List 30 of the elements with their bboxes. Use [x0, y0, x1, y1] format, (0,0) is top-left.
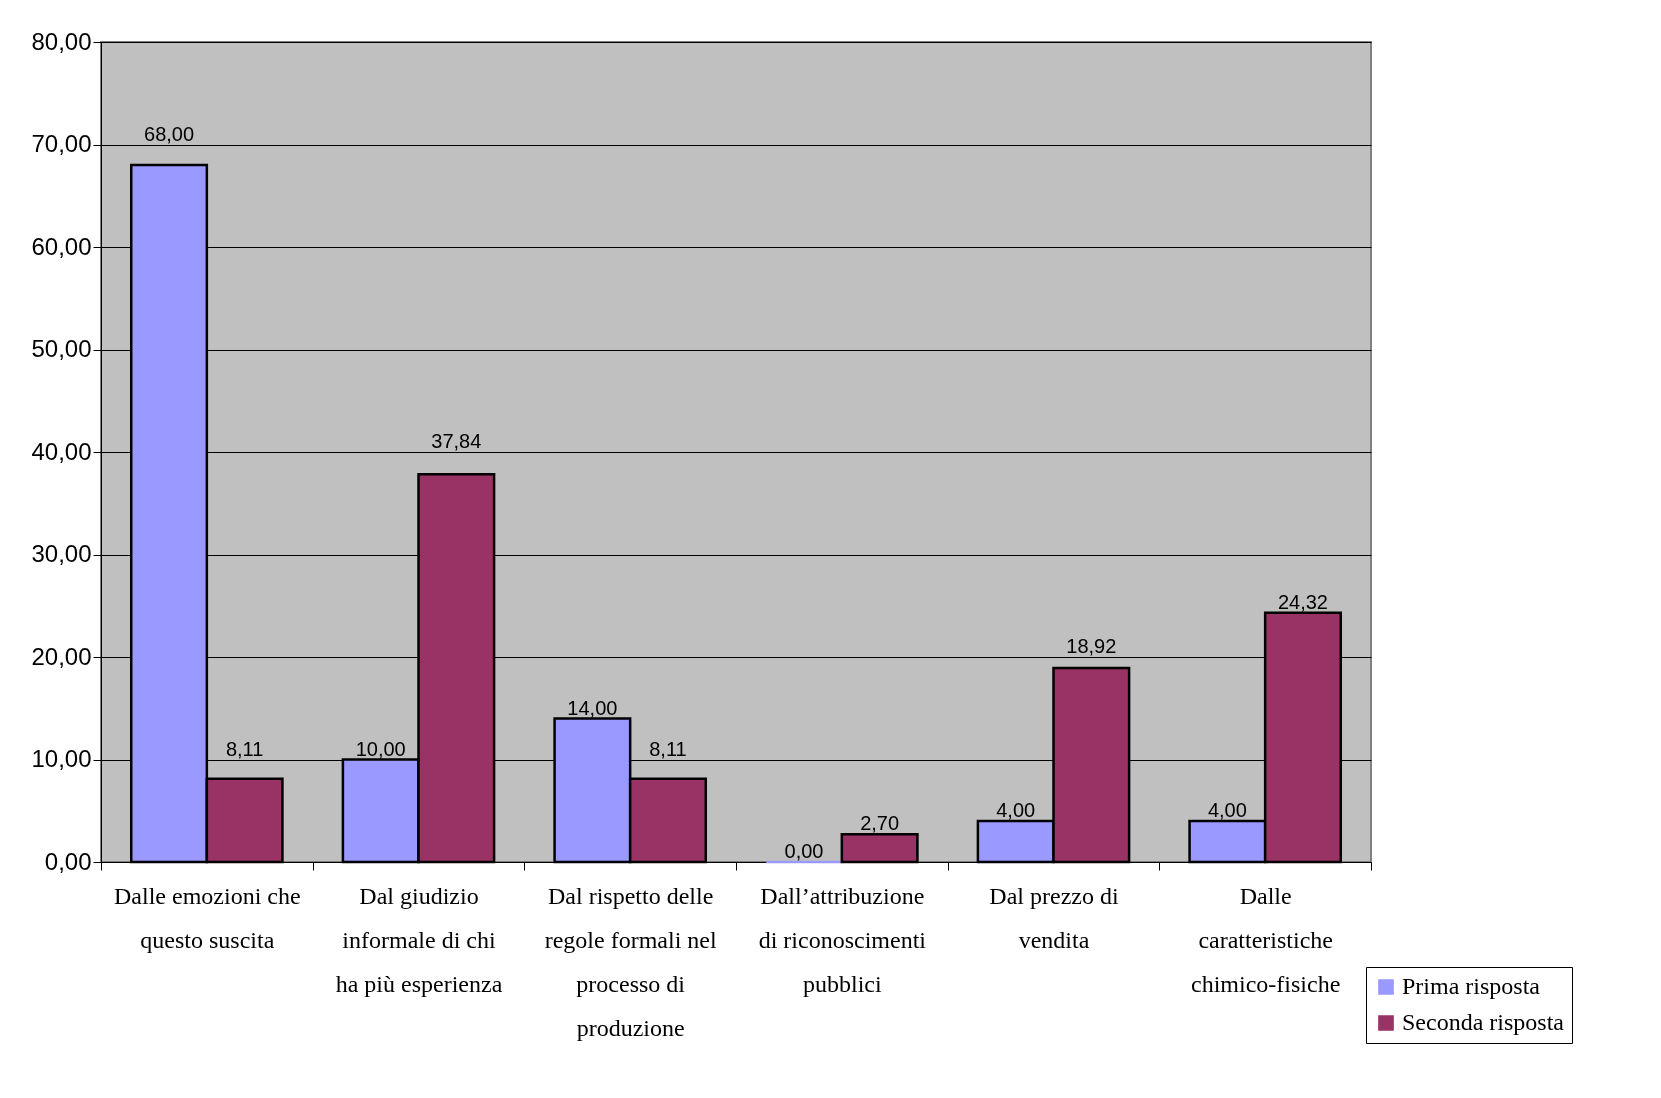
- x-tick-label: Dall’attribuzione di riconoscimenti pubblici: [758, 882, 927, 997]
- data-label: 14,00: [567, 696, 618, 719]
- data-label: 10,00: [355, 737, 406, 760]
- bar: [840, 833, 919, 864]
- data-label: 68,00: [144, 122, 195, 145]
- y-tick-label: 80,00: [31, 27, 92, 55]
- data-label: 24,32: [1277, 590, 1328, 613]
- data-label: 0,00: [784, 840, 824, 862]
- legend-label: Prima risposta: [1402, 973, 1541, 999]
- y-tick-label: 20,00: [31, 642, 92, 670]
- x-tick-label: Dal rispetto delle regole formali nel processo di produzione: [544, 882, 717, 1041]
- x-tick-label: Dal prezzo di vendita: [989, 882, 1119, 953]
- y-tick-label: 0,00: [44, 847, 92, 875]
- legend-label: Seconda risposta: [1402, 1009, 1565, 1035]
- y-tick-label: 70,00: [31, 130, 92, 157]
- data-label: 8,11: [649, 737, 687, 760]
- x-tick-label: Dalle caratteristiche chimico-fisiche: [1191, 882, 1341, 997]
- y-tick-label: 40,00: [31, 437, 92, 465]
- data-label: 4,00: [1207, 799, 1247, 821]
- data-label: 8,11: [225, 737, 264, 760]
- y-tick-label: 60,00: [31, 232, 92, 260]
- data-label: 2,70: [860, 812, 900, 835]
- x-tick-label: Dal giudizio informale di chi ha più esperienza: [335, 882, 503, 997]
- x-tick-label: Dalle emozioni che questo suscita: [114, 882, 301, 953]
- y-tick-label: 10,00: [31, 745, 92, 772]
- data-label: 37,84: [431, 430, 482, 452]
- y-tick-label: 30,00: [31, 540, 92, 567]
- data-label: 18,92: [1066, 635, 1117, 657]
- y-tick-label: 50,00: [31, 335, 92, 362]
- data-label: 4,00: [996, 799, 1036, 821]
